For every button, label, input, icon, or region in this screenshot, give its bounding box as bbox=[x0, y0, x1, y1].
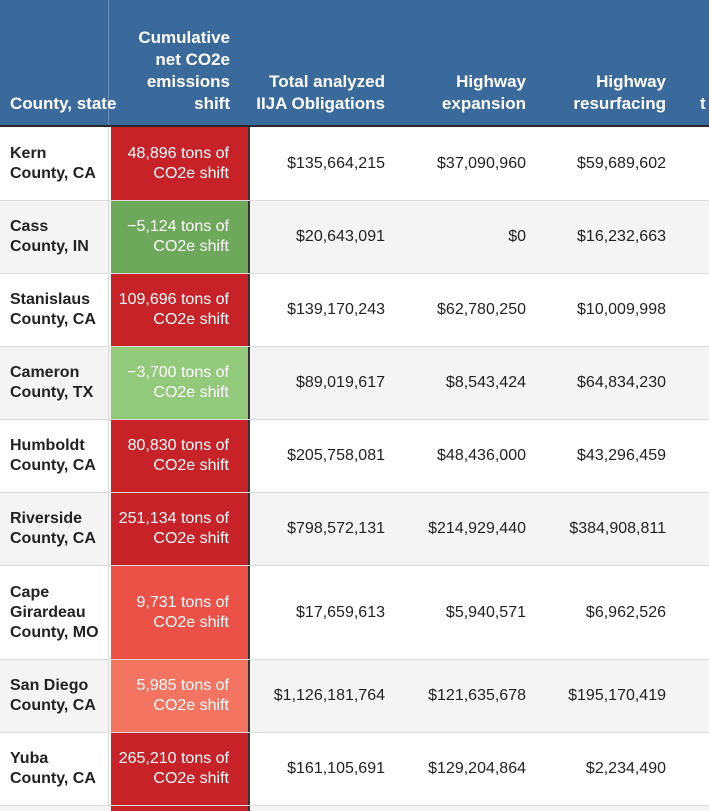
highway-expansion-cell: $62,780,250 bbox=[437, 301, 526, 318]
table-row: Cameron County, TX −3,700 tons of CO2e s… bbox=[0, 347, 709, 420]
table-row: San Diego County, CA 5,985 tons of CO2e … bbox=[0, 660, 709, 733]
total-obligations-cell: $1,126,181,764 bbox=[273, 687, 385, 704]
county-cell: Stanislaus County, CA bbox=[10, 291, 96, 328]
table-row: Stanislaus County, CA 109,696 tons of CO… bbox=[0, 274, 709, 347]
header-emissions[interactable]: Cumulative net CO2e emissions shift bbox=[138, 28, 230, 113]
table-row: Cass County, IN −5,124 tons of CO2e shif… bbox=[0, 201, 709, 274]
county-cell: Yuba County, CA bbox=[10, 750, 96, 787]
table-row: Riverside County, CA 251,134 tons of CO2… bbox=[0, 493, 709, 566]
highway-resurfacing-cell: $384,908,811 bbox=[569, 520, 666, 537]
total-obligations-cell: $161,105,691 bbox=[287, 760, 385, 777]
highway-expansion-cell: $121,635,678 bbox=[428, 687, 526, 704]
emissions-value: −5,124 tons of CO2e shift bbox=[127, 218, 229, 255]
total-obligations-cell: $20,643,091 bbox=[296, 228, 385, 245]
county-cell: Cape Girardeau County, MO bbox=[10, 583, 99, 641]
header-total-obligations[interactable]: Total analyzed IIJA Obligations bbox=[256, 72, 385, 113]
emissions-cell: −3,700 tons of CO2e shift bbox=[111, 347, 248, 419]
highway-expansion-cell: $8,543,424 bbox=[445, 374, 526, 391]
table-row: Kern County, CA 48,896 tons of CO2e shif… bbox=[0, 127, 709, 201]
emissions-value: 80,830 tons of CO2e shift bbox=[127, 437, 229, 474]
table-header: County, state Cumulative net CO2e emissi… bbox=[0, 0, 709, 127]
header-highway-expansion[interactable]: Highway expansion bbox=[441, 72, 526, 113]
county-cell: Riverside County, CA bbox=[10, 510, 96, 547]
highway-resurfacing-cell: $59,689,602 bbox=[577, 154, 666, 172]
highway-expansion-cell: $129,204,864 bbox=[428, 760, 526, 777]
total-obligations-cell: $135,664,215 bbox=[287, 154, 385, 172]
emissions-cell: 80,830 tons of CO2e shift bbox=[111, 420, 248, 492]
header-highway-resurfacing[interactable]: Highway resurfacing bbox=[573, 72, 666, 113]
emissions-value: −3,700 tons of CO2e shift bbox=[127, 364, 229, 401]
county-cell: San Diego County, CA bbox=[10, 677, 96, 714]
highway-resurfacing-cell: $64,834,230 bbox=[577, 374, 666, 391]
highway-resurfacing-cell: $195,170,419 bbox=[568, 687, 666, 704]
emissions-cell: 48,896 tons of CO2e shift bbox=[111, 127, 248, 200]
header-county[interactable]: County, state bbox=[10, 94, 117, 113]
emissions-cell: 9,731 tons of CO2e shift bbox=[111, 566, 248, 659]
emissions-cell: −5,124 tons of CO2e shift bbox=[111, 201, 248, 273]
emissions-value: 5,985 tons of CO2e shift bbox=[136, 677, 229, 714]
emissions-value: 265,210 tons of CO2e shift bbox=[118, 750, 229, 787]
highway-expansion-cell: $214,929,440 bbox=[428, 520, 526, 537]
highway-resurfacing-cell: $6,962,526 bbox=[585, 603, 666, 621]
highway-resurfacing-cell: $43,296,459 bbox=[577, 447, 666, 464]
county-cell: Cass County, IN bbox=[10, 218, 89, 255]
header-next-column-partial[interactable]: t bbox=[700, 94, 706, 113]
total-obligations-cell: $89,019,617 bbox=[296, 374, 385, 391]
emissions-value: 48,896 tons of CO2e shift bbox=[127, 144, 229, 182]
emissions-value: 9,731 tons of CO2e shift bbox=[136, 593, 229, 631]
table-row: Yuba County, CA 265,210 tons of CO2e shi… bbox=[0, 733, 709, 806]
highway-expansion-cell: $37,090,960 bbox=[437, 154, 526, 172]
total-obligations-cell: $798,572,131 bbox=[287, 520, 385, 537]
county-cell: Kern County, CA bbox=[10, 144, 96, 182]
county-cell: Cameron County, TX bbox=[10, 364, 94, 401]
emissions-cell: 251,134 tons of CO2e shift bbox=[111, 493, 248, 565]
highway-resurfacing-cell: $2,234,490 bbox=[585, 760, 666, 777]
highway-expansion-cell: $5,940,571 bbox=[445, 603, 526, 621]
table-row: Cape Girardeau County, MO 9,731 tons of … bbox=[0, 566, 709, 660]
emissions-value: 251,134 tons of CO2e shift bbox=[118, 510, 229, 547]
total-obligations-cell: $17,659,613 bbox=[296, 603, 385, 621]
table-row: Humboldt County, CA 80,830 tons of CO2e … bbox=[0, 420, 709, 493]
county-cell: Humboldt County, CA bbox=[10, 437, 96, 474]
table-row-partial bbox=[0, 806, 709, 811]
highway-resurfacing-cell: $16,232,663 bbox=[577, 228, 666, 245]
highway-resurfacing-cell: $10,009,998 bbox=[577, 301, 666, 318]
emissions-value: 109,696 tons of CO2e shift bbox=[118, 291, 229, 328]
total-obligations-cell: $139,170,243 bbox=[287, 301, 385, 318]
emissions-cell: 265,210 tons of CO2e shift bbox=[111, 733, 248, 805]
emissions-cell: 109,696 tons of CO2e shift bbox=[111, 274, 248, 346]
emissions-cell: 5,985 tons of CO2e shift bbox=[111, 660, 248, 732]
highway-expansion-cell: $0 bbox=[508, 228, 526, 245]
highway-expansion-cell: $48,436,000 bbox=[437, 447, 526, 464]
total-obligations-cell: $205,758,081 bbox=[287, 447, 385, 464]
